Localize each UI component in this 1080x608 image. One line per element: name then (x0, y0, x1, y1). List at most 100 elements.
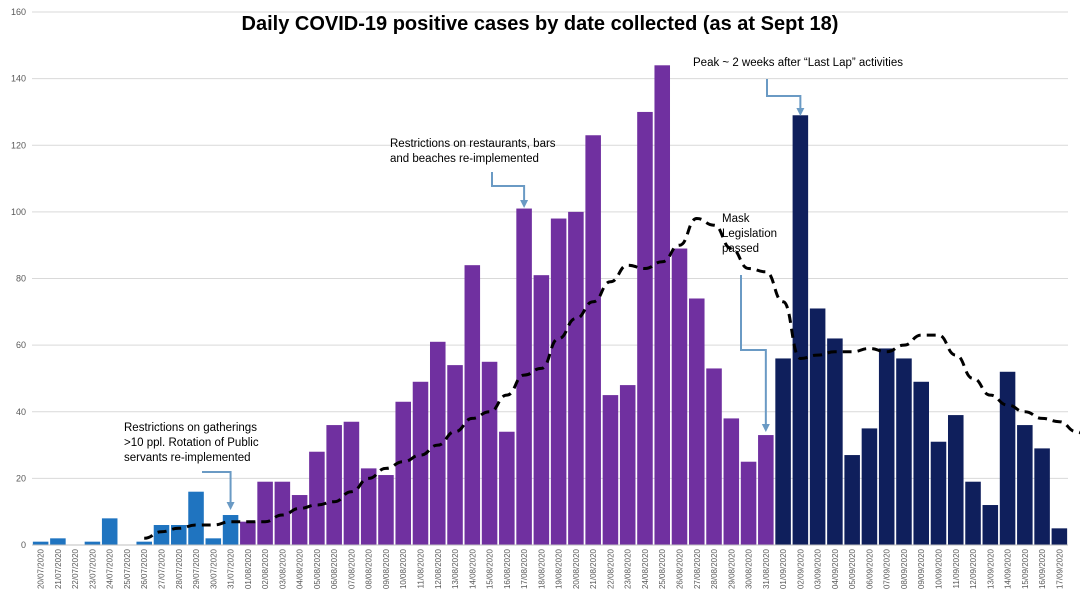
x-tick-label: 23/07/2020 (88, 548, 97, 589)
bar (412, 381, 429, 545)
annotation-line: Mask (722, 213, 750, 225)
x-tick-label: 14/08/2020 (468, 548, 477, 589)
annotation-arrow (740, 275, 767, 424)
x-tick-label: 13/08/2020 (451, 548, 460, 589)
bar (378, 475, 394, 545)
bar (637, 111, 653, 545)
bar (878, 348, 895, 545)
x-tick-label: 15/08/2020 (486, 548, 495, 589)
x-tick-label: 12/08/2020 (434, 548, 443, 589)
annotation-arrowhead (796, 108, 805, 116)
bar (827, 338, 843, 545)
bar (84, 541, 101, 545)
bar (1034, 448, 1050, 545)
x-tick-label: 04/09/2020 (831, 548, 840, 589)
x-tick-label: 12/09/2020 (969, 548, 978, 589)
y-tick-label: 20 (16, 473, 26, 483)
bar (1017, 425, 1033, 545)
x-tick-label: 05/09/2020 (848, 548, 857, 589)
annotation-line: Restrictions on restaurants, bars (390, 138, 556, 150)
annotation-line: Peak ~ 2 weeks after “Last Lap” activiti… (693, 57, 903, 69)
y-tick-labels: 0 20 40 60 80 100 120 140 160 (11, 7, 26, 550)
bar (758, 435, 774, 545)
bar (550, 218, 567, 545)
y-tick-label: 80 (16, 274, 26, 284)
y-tick-label: 100 (11, 207, 26, 217)
annotation-text: Mask Legislation passed (722, 213, 777, 255)
bar (982, 505, 999, 545)
annotation-arrow (202, 471, 232, 502)
x-tick-label: 08/09/2020 (900, 548, 909, 589)
bar (274, 481, 291, 545)
annotation-arrowhead (761, 424, 770, 432)
x-tick-label: 04/08/2020 (296, 548, 305, 589)
bar (654, 65, 671, 546)
x-tick-label: 01/09/2020 (779, 548, 788, 589)
x-tick-label: 06/09/2020 (865, 548, 874, 589)
annotation-line: and beaches re-implemented (390, 153, 539, 165)
chart-title: Daily COVID-19 positive cases by date co… (242, 13, 839, 35)
x-tick-label: 11/08/2020 (417, 548, 426, 588)
annotation-line: servants re-implemented (124, 452, 251, 464)
x-tick-label: 13/09/2020 (986, 548, 995, 589)
x-tick-label: 01/08/2020 (244, 548, 253, 589)
bar (32, 541, 49, 545)
x-tick-label: 28/08/2020 (710, 548, 719, 589)
x-tick-label: 06/08/2020 (330, 548, 339, 589)
x-tick-label: 03/09/2020 (814, 548, 823, 589)
x-tick-label: 28/07/2020 (175, 548, 184, 589)
x-tick-label: 17/09/2020 (1055, 548, 1064, 589)
bar (257, 481, 273, 545)
x-tick-label: 02/09/2020 (796, 548, 805, 589)
bar (188, 491, 204, 545)
annotation-arrow (766, 79, 802, 108)
x-tick-label: 03/08/2020 (278, 548, 287, 589)
annotation-line: passed (722, 243, 759, 255)
x-tick-label: 07/08/2020 (347, 548, 356, 589)
x-tick-label: 05/08/2020 (313, 548, 322, 589)
bar (205, 538, 222, 545)
bar (481, 361, 498, 545)
x-tick-label: 18/08/2020 (537, 548, 546, 589)
x-tick-label: 08/08/2020 (365, 548, 374, 589)
annotation-line: >10 ppl. Rotation of Public (124, 437, 259, 449)
x-tick-label: 27/08/2020 (693, 548, 702, 589)
gridlines (32, 11, 1068, 479)
bar (395, 401, 412, 545)
y-tick-label: 120 (11, 140, 26, 150)
trend-line-path (144, 216, 1080, 540)
annotation-text: Restrictions on restaurants, bars and bea… (390, 138, 556, 165)
y-tick-label: 140 (11, 74, 26, 84)
bar (309, 451, 325, 545)
bar (809, 308, 826, 545)
x-tick-label: 10/08/2020 (399, 548, 408, 589)
bar (775, 358, 791, 545)
annotation-line: Legislation (722, 228, 777, 240)
x-tick-label: 22/07/2020 (71, 548, 80, 589)
bar (688, 298, 705, 545)
y-tick-label: 0 (21, 540, 26, 550)
bar (965, 481, 981, 545)
bar (844, 455, 860, 545)
x-tick-label: 15/09/2020 (1021, 548, 1030, 589)
bar (533, 275, 550, 545)
bar (619, 385, 636, 545)
annotation-text: Restrictions on gatherings >10 ppl. Rotat… (124, 422, 259, 464)
bar (568, 211, 584, 545)
bar (723, 418, 740, 545)
x-tick-label: 24/07/2020 (106, 548, 115, 589)
x-tick-label: 31/08/2020 (762, 548, 771, 589)
x-tick-label: 25/07/2020 (123, 548, 132, 589)
bar (913, 381, 930, 545)
bar (343, 421, 360, 545)
x-tick-label: 26/07/2020 (140, 548, 149, 589)
bar (291, 495, 308, 545)
y-tick-label: 160 (11, 7, 26, 17)
bar (896, 358, 912, 545)
x-tick-label: 09/08/2020 (382, 548, 391, 589)
x-tick-label: 25/08/2020 (658, 548, 667, 589)
x-tick-label: 31/07/2020 (227, 548, 236, 589)
bar (706, 368, 722, 545)
